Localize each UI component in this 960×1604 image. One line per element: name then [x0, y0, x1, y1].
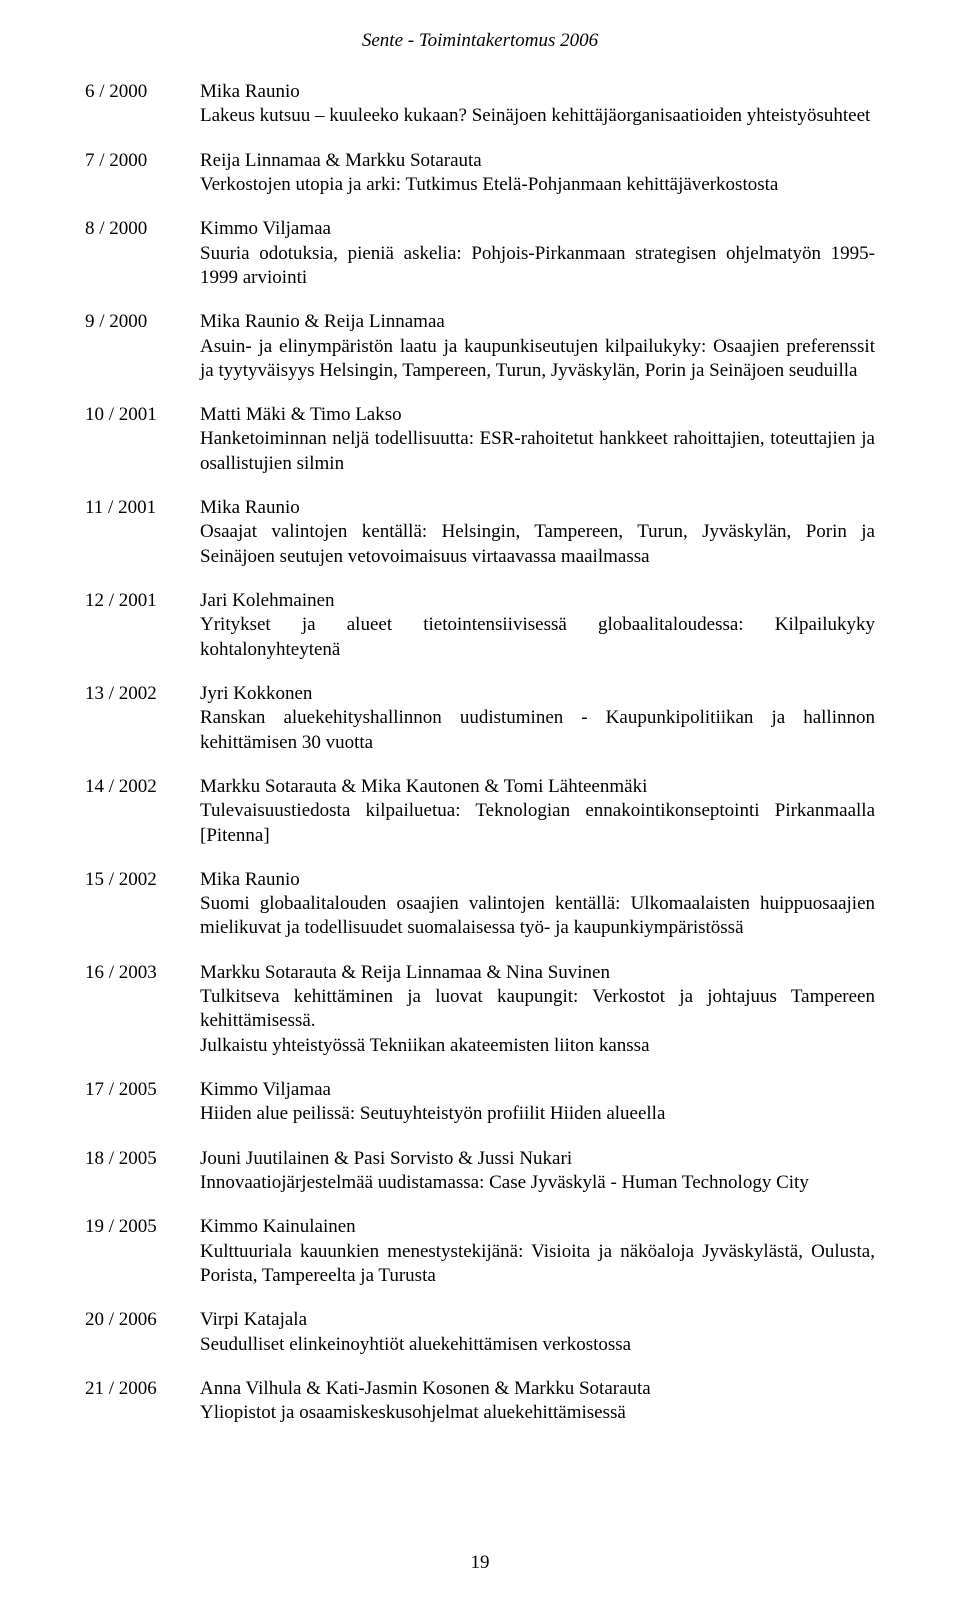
entry-row: 20 / 2006Virpi KatajalaSeudulliset elink…: [85, 1308, 875, 1357]
entry-row: 9 / 2000Mika Raunio & Reija LinnamaaAsui…: [85, 310, 875, 383]
entry-title: Lakeus kutsuu – kuuleeko kukaan? Seinäjo…: [200, 104, 875, 128]
entry-authors: Kimmo Viljamaa: [200, 217, 875, 241]
entry-body: Markku Sotarauta & Mika Kautonen & Tomi …: [200, 775, 875, 848]
entry-title: Osaajat valintojen kentällä: Helsingin, …: [200, 520, 875, 569]
entry-id: 10 / 2001: [85, 403, 200, 476]
entry-authors: Jyri Kokkonen: [200, 682, 875, 706]
entry-authors: Matti Mäki & Timo Lakso: [200, 403, 875, 427]
entry-body: Mika Raunio & Reija LinnamaaAsuin- ja el…: [200, 310, 875, 383]
entry-row: 6 / 2000Mika RaunioLakeus kutsuu – kuule…: [85, 80, 875, 129]
entry-id: 8 / 2000: [85, 217, 200, 290]
entry-id: 17 / 2005: [85, 1078, 200, 1127]
entry-row: 19 / 2005Kimmo KainulainenKulttuuriala k…: [85, 1215, 875, 1288]
entry-authors: Mika Raunio & Reija Linnamaa: [200, 310, 875, 334]
entry-authors: Anna Vilhula & Kati-Jasmin Kosonen & Mar…: [200, 1377, 875, 1401]
entry-id: 11 / 2001: [85, 496, 200, 569]
entry-id: 6 / 2000: [85, 80, 200, 129]
entry-authors: Mika Raunio: [200, 80, 875, 104]
entry-title: Hanketoiminnan neljä todellisuutta: ESR-…: [200, 427, 875, 476]
entry-authors: Markku Sotarauta & Mika Kautonen & Tomi …: [200, 775, 875, 799]
entries-list: 6 / 2000Mika RaunioLakeus kutsuu – kuule…: [85, 80, 875, 1425]
entry-authors: Mika Raunio: [200, 496, 875, 520]
entry-authors: Virpi Katajala: [200, 1308, 875, 1332]
entry-body: Jouni Juutilainen & Pasi Sorvisto & Juss…: [200, 1147, 875, 1196]
entry-title: Kulttuuriala kauunkien menestystekijänä:…: [200, 1240, 875, 1289]
entry-body: Mika RaunioSuomi globaalitalouden osaaji…: [200, 868, 875, 941]
entry-body: Kimmo KainulainenKulttuuriala kauunkien …: [200, 1215, 875, 1288]
entry-title: Suuria odotuksia, pieniä askelia: Pohjoi…: [200, 242, 875, 291]
entry-id: 20 / 2006: [85, 1308, 200, 1357]
entry-body: Jari KolehmainenYritykset ja alueet tiet…: [200, 589, 875, 662]
entry-body: Jyri KokkonenRanskan aluekehityshallinno…: [200, 682, 875, 755]
entry-authors: Jouni Juutilainen & Pasi Sorvisto & Juss…: [200, 1147, 875, 1171]
entry-row: 21 / 2006Anna Vilhula & Kati-Jasmin Koso…: [85, 1377, 875, 1426]
entry-id: 21 / 2006: [85, 1377, 200, 1426]
entry-body: Virpi KatajalaSeudulliset elinkeinoyhtiö…: [200, 1308, 875, 1357]
entry-title: Hiiden alue peilissä: Seutuyhteistyön pr…: [200, 1102, 875, 1126]
entry-row: 10 / 2001Matti Mäki & Timo LaksoHanketoi…: [85, 403, 875, 476]
entry-body: Mika RaunioLakeus kutsuu – kuuleeko kuka…: [200, 80, 875, 129]
entry-authors: Kimmo Kainulainen: [200, 1215, 875, 1239]
entry-row: 11 / 2001Mika RaunioOsaajat valintojen k…: [85, 496, 875, 569]
entry-authors: Reija Linnamaa & Markku Sotarauta: [200, 149, 875, 173]
entry-body: Matti Mäki & Timo LaksoHanketoiminnan ne…: [200, 403, 875, 476]
entry-body: Mika RaunioOsaajat valintojen kentällä: …: [200, 496, 875, 569]
entry-row: 18 / 2005Jouni Juutilainen & Pasi Sorvis…: [85, 1147, 875, 1196]
entry-body: Kimmo ViljamaaHiiden alue peilissä: Seut…: [200, 1078, 875, 1127]
entry-id: 18 / 2005: [85, 1147, 200, 1196]
entry-body: Anna Vilhula & Kati-Jasmin Kosonen & Mar…: [200, 1377, 875, 1426]
entry-note: Julkaistu yhteistyössä Tekniikan akateem…: [200, 1034, 875, 1058]
entry-title: Seudulliset elinkeinoyhtiöt aluekehittäm…: [200, 1333, 875, 1357]
entry-title: Tulevaisuustiedosta kilpailuetua: Teknol…: [200, 799, 875, 848]
entry-title: Tulkitseva kehittäminen ja luovat kaupun…: [200, 985, 875, 1034]
entry-body: Reija Linnamaa & Markku SotarautaVerkost…: [200, 149, 875, 198]
entry-title: Verkostojen utopia ja arki: Tutkimus Ete…: [200, 173, 875, 197]
entry-authors: Markku Sotarauta & Reija Linnamaa & Nina…: [200, 961, 875, 985]
entry-title: Ranskan aluekehityshallinnon uudistumine…: [200, 706, 875, 755]
entry-title: Yliopistot ja osaamiskeskusohjelmat alue…: [200, 1401, 875, 1425]
entry-id: 13 / 2002: [85, 682, 200, 755]
entry-title: Asuin- ja elinympäristön laatu ja kaupun…: [200, 335, 875, 384]
entry-id: 14 / 2002: [85, 775, 200, 848]
entry-id: 9 / 2000: [85, 310, 200, 383]
entry-id: 7 / 2000: [85, 149, 200, 198]
entry-authors: Jari Kolehmainen: [200, 589, 875, 613]
entry-body: Markku Sotarauta & Reija Linnamaa & Nina…: [200, 961, 875, 1058]
entry-authors: Mika Raunio: [200, 868, 875, 892]
entry-row: 8 / 2000Kimmo ViljamaaSuuria odotuksia, …: [85, 217, 875, 290]
entry-id: 16 / 2003: [85, 961, 200, 1058]
entry-id: 19 / 2005: [85, 1215, 200, 1288]
entry-row: 15 / 2002Mika RaunioSuomi globaalitaloud…: [85, 868, 875, 941]
entry-row: 12 / 2001Jari KolehmainenYritykset ja al…: [85, 589, 875, 662]
entry-row: 14 / 2002Markku Sotarauta & Mika Kautone…: [85, 775, 875, 848]
page-number: 19: [0, 1552, 960, 1574]
entry-row: 7 / 2000Reija Linnamaa & Markku Sotaraut…: [85, 149, 875, 198]
entry-row: 16 / 2003Markku Sotarauta & Reija Linnam…: [85, 961, 875, 1058]
entry-body: Kimmo ViljamaaSuuria odotuksia, pieniä a…: [200, 217, 875, 290]
entry-row: 13 / 2002Jyri KokkonenRanskan aluekehity…: [85, 682, 875, 755]
entry-authors: Kimmo Viljamaa: [200, 1078, 875, 1102]
entry-row: 17 / 2005Kimmo ViljamaaHiiden alue peili…: [85, 1078, 875, 1127]
entry-id: 12 / 2001: [85, 589, 200, 662]
page-header: Sente - Toimintakertomus 2006: [85, 30, 875, 52]
entry-id: 15 / 2002: [85, 868, 200, 941]
entry-title: Innovaatiojärjestelmää uudistamassa: Cas…: [200, 1171, 875, 1195]
entry-title: Yritykset ja alueet tietointensiivisessä…: [200, 613, 875, 662]
entry-title: Suomi globaalitalouden osaajien valintoj…: [200, 892, 875, 941]
